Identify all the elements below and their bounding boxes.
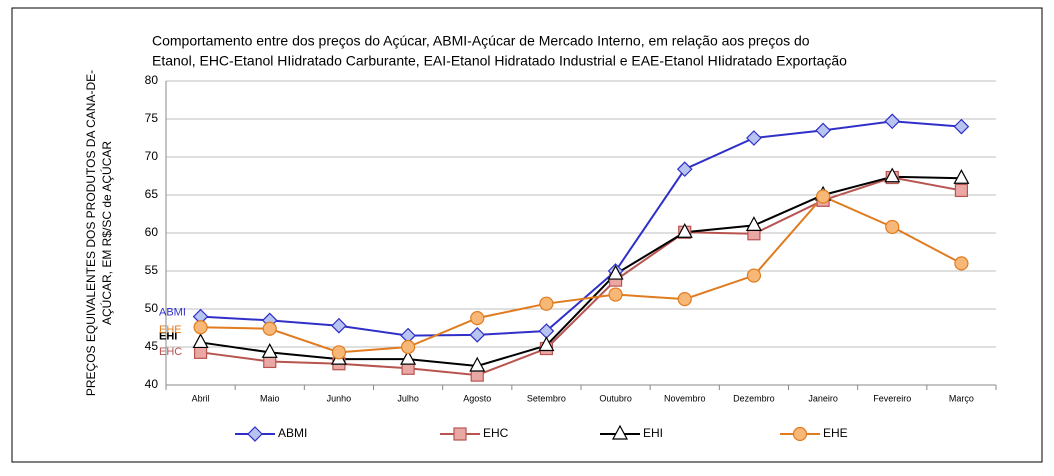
x-tick-label: Janeiro (808, 393, 838, 403)
marker (400, 339, 416, 355)
marker (331, 345, 347, 360)
series-label: ABMI (159, 307, 186, 319)
marker (745, 216, 762, 231)
marker (469, 326, 486, 343)
y-tick-label: 80 (145, 73, 159, 87)
marker (261, 343, 278, 358)
marker (676, 161, 693, 178)
series-label: EHI (159, 330, 177, 342)
marker (885, 219, 900, 235)
marker (677, 292, 692, 307)
marker (400, 349, 417, 365)
marker (611, 424, 629, 440)
series-line (200, 120, 962, 337)
marker (193, 345, 208, 359)
marker (746, 130, 762, 146)
marker (884, 167, 901, 183)
marker (262, 321, 277, 336)
x-tick-label: Outubro (599, 393, 632, 403)
y-tick-label: 40 (145, 377, 159, 391)
marker (192, 333, 209, 349)
marker (331, 317, 347, 334)
series-line (200, 176, 962, 377)
x-tick-label: Dezembro (733, 393, 775, 403)
legend-label: EHC (483, 426, 509, 440)
y-tick-label: 60 (145, 225, 159, 239)
y-tick-label: 55 (145, 263, 159, 277)
x-tick-label: Junho (327, 393, 352, 403)
marker (247, 426, 263, 442)
marker (539, 296, 554, 311)
x-tick-label: Maio (260, 393, 280, 403)
chart-title: Etanol, EHC-Etanol HIidratado Carburante… (152, 53, 847, 69)
series-label: EHC (159, 346, 182, 358)
y-axis-label: AÇÚCAR, EM R$/SC de AÇÚCAR (99, 141, 114, 325)
chart-frame (11, 7, 1043, 463)
y-tick-label: 45 (145, 339, 159, 353)
x-tick-label: Abril (192, 393, 210, 403)
legend-label: EHI (643, 426, 663, 440)
marker (676, 222, 693, 238)
marker (954, 256, 969, 271)
series-line (200, 175, 962, 368)
legend-label: EHE (823, 426, 848, 440)
marker (815, 122, 831, 139)
marker (470, 311, 485, 326)
marker (746, 268, 762, 283)
marker (607, 264, 624, 280)
marker (193, 320, 208, 335)
series-label: EHE (159, 324, 182, 336)
y-tick-label: 65 (145, 187, 159, 201)
chart-title: Comportamento entre dos preços do Açúcar… (152, 33, 810, 49)
marker (792, 426, 808, 442)
marker (884, 113, 901, 130)
marker (953, 118, 970, 135)
marker (815, 189, 831, 204)
x-tick-label: Fevereiro (873, 393, 911, 403)
marker (469, 356, 486, 372)
marker (453, 427, 467, 441)
x-tick-label: Setembro (527, 393, 566, 403)
y-tick-label: 50 (145, 301, 159, 315)
marker (953, 169, 970, 184)
y-tick-label: 70 (145, 149, 159, 163)
x-tick-label: Julho (397, 393, 419, 403)
marker (538, 336, 555, 352)
y-axis-label: PREÇOS EQUIVALENTES DOS PRODUTOS DA CANA… (84, 70, 98, 396)
y-tick-label: 75 (145, 111, 159, 125)
x-tick-label: Março (949, 393, 974, 403)
marker (608, 287, 623, 302)
x-tick-label: Agosto (463, 393, 491, 403)
legend-label: ABMI (278, 426, 307, 440)
marker (954, 183, 969, 198)
x-tick-label: Novembro (664, 393, 706, 403)
series-line (200, 195, 962, 354)
